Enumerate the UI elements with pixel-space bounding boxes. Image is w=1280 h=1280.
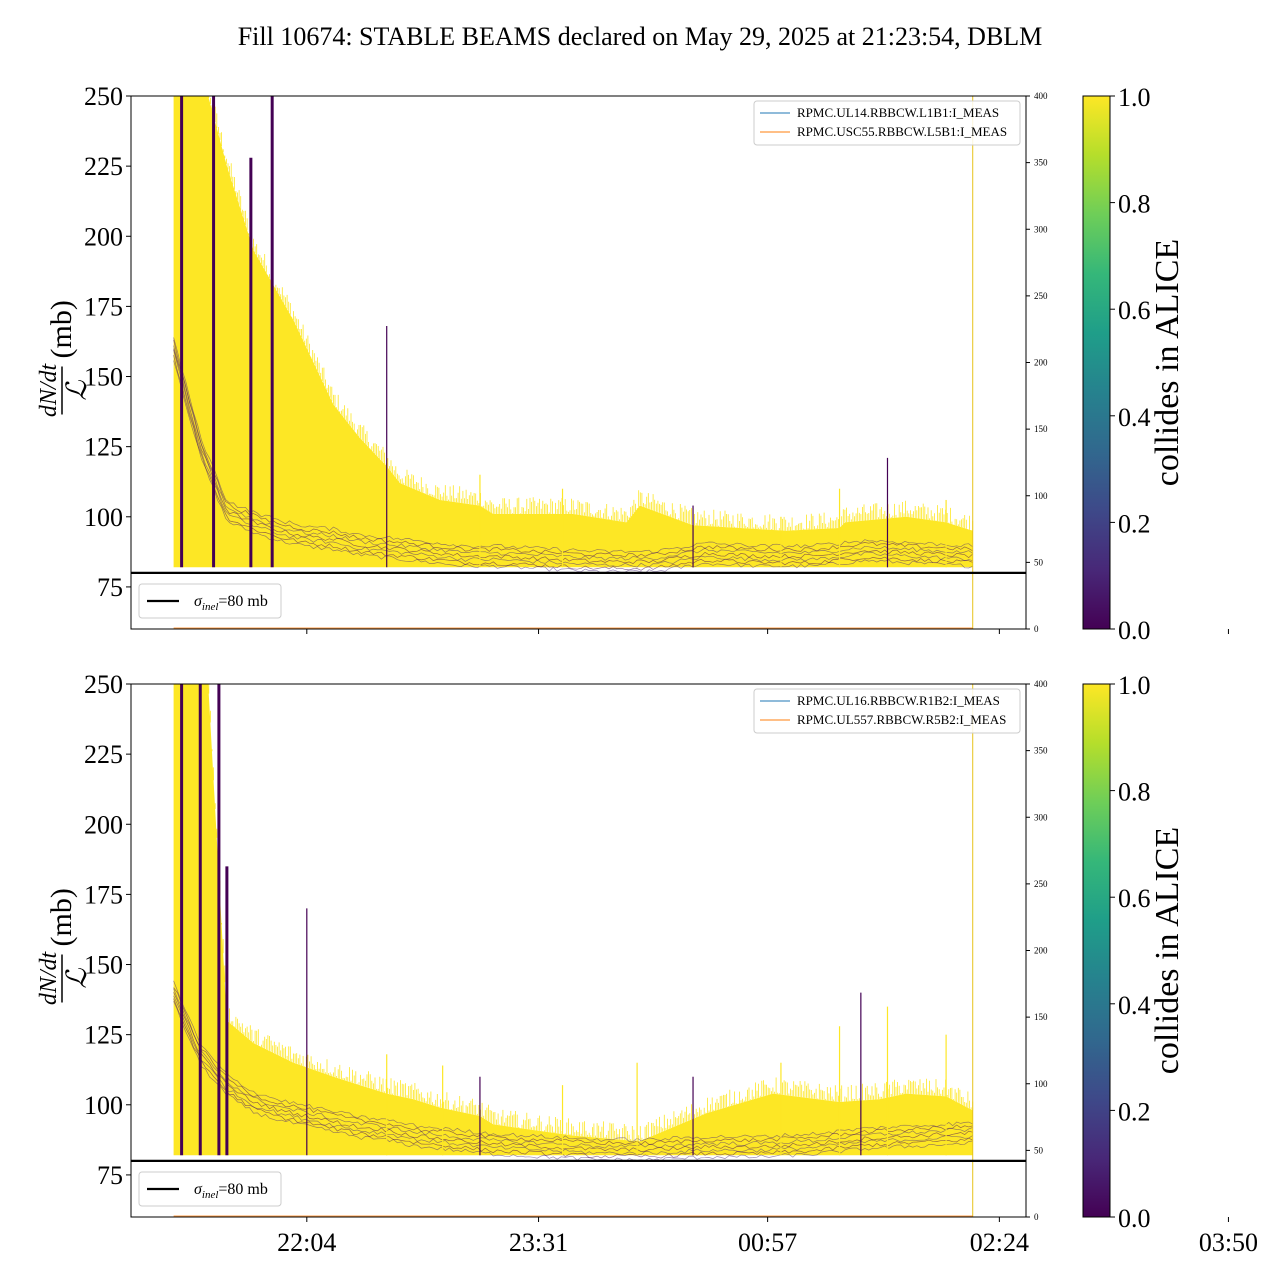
- y2-tick-label: 50: [1034, 557, 1044, 567]
- y2-tick-label: 250: [1034, 879, 1048, 889]
- colorbar-tick-label: 0.4: [1118, 403, 1151, 432]
- legend-reference: [138, 1171, 282, 1207]
- y-label-denominator: ℒ: [62, 380, 93, 401]
- y-tick-label: 175: [84, 292, 123, 321]
- legend-reference-label: σinel=80 mb: [194, 593, 268, 613]
- y2-tick-label: 350: [1034, 746, 1048, 756]
- colorbar-tick-label: 0.6: [1118, 884, 1151, 913]
- y-tick-label: 125: [84, 433, 123, 462]
- y2-tick-label: 200: [1034, 358, 1048, 368]
- y-label-numerator: dN/dt: [36, 950, 62, 1005]
- x-tick-label: 22:04: [277, 1228, 336, 1257]
- colorbar-label: collides in ALICE: [1149, 239, 1186, 486]
- colorbar-tick-label: 1.0: [1118, 83, 1151, 112]
- legend-entry-1: RPMC.UL16.RBBCW.R1B2:I_MEAS: [797, 693, 1000, 708]
- y-tick-label: 225: [84, 152, 123, 181]
- y2-tick-label: 100: [1034, 1079, 1048, 1089]
- y-tick-label: 100: [84, 503, 123, 532]
- colorbar-tick-label: 0.2: [1118, 1097, 1151, 1126]
- y-tick-label: 200: [84, 222, 123, 251]
- panel-top: 75 100 125 150 175 200 225 250 0 50 100 150 200 250 30…: [36, 82, 1229, 645]
- y-label-numerator: dN/dt: [36, 362, 62, 417]
- series-envelope: [173, 684, 973, 1156]
- legend-entry-1: RPMC.UL14.RBBCW.L1B1:I_MEAS: [797, 105, 999, 120]
- panel-bottom: 75 100 125 150 175 200 225 250 0 50 100 150 200 250 30…: [36, 670, 1258, 1257]
- colorbar-tick-label: 0.8: [1118, 190, 1151, 219]
- y-tick-label: 175: [84, 880, 123, 909]
- y-tick-label: 75: [97, 573, 123, 602]
- y-label-denominator: ℒ: [62, 968, 93, 989]
- y2-tick-label: 350: [1034, 158, 1048, 168]
- y-axis-label: dN/dt ℒ (mb): [36, 300, 93, 417]
- y-tick-label: 250: [84, 82, 123, 111]
- y-tick-label: 150: [84, 363, 123, 392]
- y2-tick-label: 400: [1034, 91, 1048, 101]
- y-tick-label: 150: [84, 951, 123, 980]
- y-label-unit: (mb): [45, 888, 78, 946]
- y2-tick-label: 300: [1034, 812, 1048, 822]
- y-tick-label: 200: [84, 810, 123, 839]
- legend-entry-2: RPMC.USC55.RBBCW.L5B1:I_MEAS: [797, 124, 1007, 139]
- legend-reference-value: =80 mb: [218, 1181, 267, 1198]
- x-tick-label: 00:57: [738, 1228, 797, 1257]
- series-texture: [173, 684, 974, 1142]
- y-axis-label: dN/dt ℒ (mb): [36, 888, 93, 1005]
- y2-tick-label: 0: [1034, 1212, 1039, 1222]
- legend-reference-label: σinel=80 mb: [194, 1181, 268, 1201]
- legend-reference: [138, 583, 282, 619]
- series-texture: [173, 96, 974, 531]
- legend-reference-var: σ: [194, 1181, 203, 1198]
- y-label-unit: (mb): [45, 300, 78, 358]
- colorbar-label: collides in ALICE: [1149, 827, 1186, 1074]
- y-tick-label: 225: [84, 740, 123, 769]
- y2-tick-label: 150: [1034, 424, 1048, 434]
- x-tick-label: 23:31: [509, 1228, 568, 1257]
- y-tick-label: 100: [84, 1091, 123, 1120]
- figure-title: Fill 10674: STABLE BEAMS declared on May…: [238, 22, 1043, 51]
- y2-tick-label: 300: [1034, 224, 1048, 234]
- colorbar-tick-label: 0.6: [1118, 296, 1151, 325]
- colorbar-tick-label: 0.4: [1118, 991, 1151, 1020]
- plot-area-top: [173, 96, 974, 629]
- y-tick-label: 250: [84, 670, 123, 699]
- legend-reference-value: =80 mb: [218, 593, 267, 610]
- legend-series: [753, 100, 1021, 146]
- series-envelope: [173, 96, 973, 568]
- y2-tick-label: 400: [1034, 679, 1048, 689]
- colorbar-tick-label: 0.0: [1118, 616, 1151, 645]
- legend-reference-subscript: inel: [202, 1189, 219, 1201]
- colorbar: [1082, 95, 1111, 630]
- legend-series: [753, 688, 1021, 734]
- y2-tick-label: 50: [1034, 1145, 1044, 1155]
- y2-tick-label: 150: [1034, 1012, 1048, 1022]
- plot-area-bottom: [173, 684, 974, 1217]
- legend-reference-var: σ: [194, 593, 203, 610]
- x-tick-label: 03:50: [1199, 1228, 1258, 1257]
- x-tick-label: 02:24: [970, 1228, 1029, 1257]
- y2-tick-label: 250: [1034, 291, 1048, 301]
- colorbar-tick-label: 0.8: [1118, 778, 1151, 807]
- colorbar-tick-label: 1.0: [1118, 671, 1151, 700]
- colorbar: [1082, 683, 1111, 1218]
- y-tick-label: 75: [97, 1161, 123, 1190]
- y2-tick-label: 100: [1034, 491, 1048, 501]
- y2-tick-label: 200: [1034, 946, 1048, 956]
- legend-entry-2: RPMC.UL557.RBBCW.R5B2:I_MEAS: [797, 712, 1006, 727]
- colorbar-tick-label: 0.2: [1118, 509, 1151, 538]
- legend-reference-subscript: inel: [202, 601, 219, 613]
- colorbar-tick-label: 0.0: [1118, 1204, 1151, 1233]
- y-tick-label: 125: [84, 1021, 123, 1050]
- y2-tick-label: 0: [1034, 624, 1039, 634]
